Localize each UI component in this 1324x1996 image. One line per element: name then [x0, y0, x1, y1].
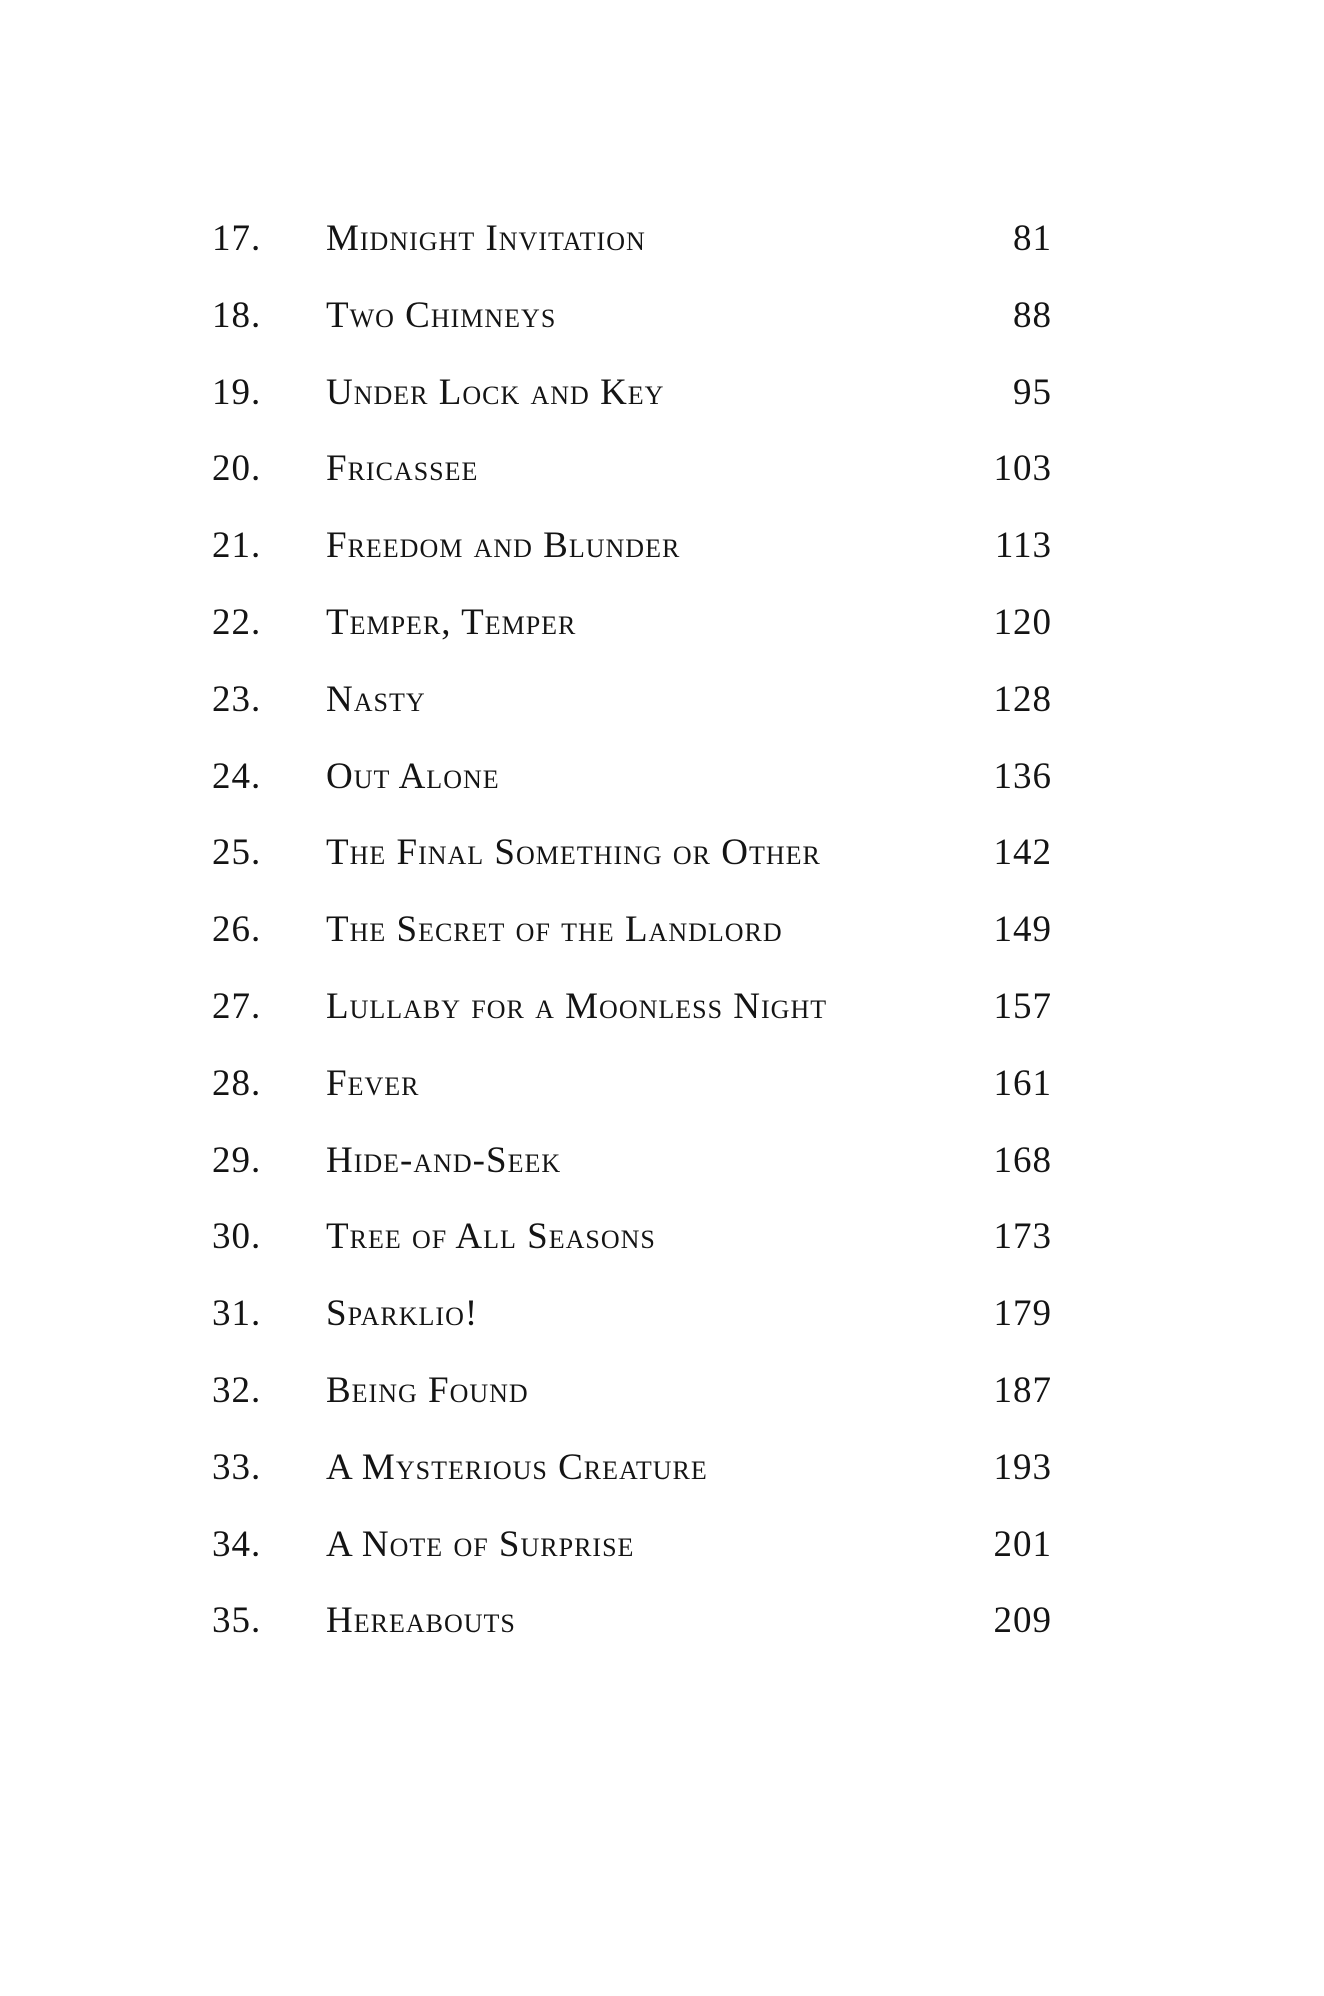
chapter-title: A Mysterious Creature — [326, 1446, 708, 1488]
chapter-title: Temper, Temper — [326, 601, 577, 643]
chapter-page-number: 142 — [993, 832, 1052, 874]
chapter-number: 22. — [212, 601, 262, 643]
chapter-title: Fricassee — [326, 448, 479, 490]
toc-entry: 22. Temper, Temper 120 — [212, 601, 1052, 678]
toc-entry: 26. The Secret of the Landlord 149 — [212, 908, 1052, 985]
chapter-number: 30. — [212, 1216, 262, 1258]
chapter-page-number: 161 — [993, 1062, 1052, 1104]
chapter-title: Hereabouts — [326, 1600, 516, 1642]
chapter-page-number: 179 — [993, 1293, 1052, 1335]
chapter-number: 23. — [212, 678, 262, 720]
chapter-title: The Final Something or Other — [326, 832, 821, 874]
toc-entry: 19. Under Lock and Key 95 — [212, 371, 1052, 448]
toc-entry: 32. Being Found 187 — [212, 1369, 1052, 1446]
toc-entry: 31. Sparklio! 179 — [212, 1292, 1052, 1369]
chapter-page-number: 173 — [993, 1216, 1052, 1258]
chapter-number: 33. — [212, 1446, 262, 1488]
chapter-page-number: 120 — [993, 601, 1052, 643]
chapter-title: Midnight Invitation — [326, 218, 646, 259]
toc-entry: 17. Midnight Invitation 81 — [212, 217, 1052, 294]
chapter-title: A Note of Surprise — [326, 1523, 635, 1565]
chapter-page-number: 136 — [993, 755, 1052, 797]
chapter-number: 34. — [212, 1523, 262, 1565]
chapter-title: Two Chimneys — [326, 294, 557, 336]
chapter-title: Tree of All Seasons — [326, 1216, 656, 1258]
chapter-number: 28. — [212, 1062, 262, 1104]
chapter-number: 19. — [212, 371, 262, 413]
toc-entry: 35. Hereabouts 209 — [212, 1599, 1052, 1676]
chapter-title: Nasty — [326, 678, 426, 720]
toc-entry: 27. Lullaby for a Moonless Night 157 — [212, 985, 1052, 1062]
chapter-number: 20. — [212, 448, 262, 490]
chapter-title: Hide-and-Seek — [326, 1139, 562, 1181]
chapter-page-number: 95 — [1013, 371, 1052, 413]
chapter-page-number: 149 — [993, 909, 1052, 951]
toc-entry: 20. Fricassee 103 — [212, 447, 1052, 524]
chapter-number: 31. — [212, 1293, 262, 1335]
chapter-title: Being Found — [326, 1369, 529, 1411]
toc-entry: 18. Two Chimneys 88 — [212, 294, 1052, 371]
chapter-page-number: 157 — [993, 985, 1052, 1027]
chapter-page-number: 187 — [993, 1369, 1052, 1411]
toc-entry: 23. Nasty 128 — [212, 678, 1052, 755]
chapter-page-number: 209 — [993, 1600, 1052, 1642]
toc-entry: 33. A Mysterious Creature 193 — [212, 1446, 1052, 1523]
chapter-page-number: 128 — [993, 678, 1052, 720]
chapter-page-number: 88 — [1013, 294, 1052, 336]
chapter-number: 27. — [212, 985, 262, 1027]
chapter-number: 21. — [212, 525, 262, 567]
chapter-page-number: 193 — [993, 1446, 1052, 1488]
chapter-number: 29. — [212, 1139, 262, 1181]
chapter-number: 35. — [212, 1600, 262, 1642]
toc-entry: 21. Freedom and Blunder 113 — [212, 524, 1052, 601]
chapter-title: Freedom and Blunder — [326, 525, 681, 567]
toc-entry: 24. Out Alone 136 — [212, 755, 1052, 832]
chapter-number: 32. — [212, 1369, 262, 1411]
chapter-title: Fever — [326, 1062, 420, 1104]
chapter-page-number: 201 — [993, 1523, 1052, 1565]
chapter-number: 18. — [212, 294, 262, 336]
toc-entry: 30. Tree of All Seasons 173 — [212, 1215, 1052, 1292]
chapter-number: 26. — [212, 909, 262, 951]
toc-entry: 28. Fever 161 — [212, 1062, 1052, 1139]
chapter-title: Sparklio! — [326, 1293, 479, 1335]
chapter-title: Out Alone — [326, 755, 500, 797]
toc-list: 17. Midnight Invitation 81 18. Two Chimn… — [212, 217, 1052, 1676]
chapter-page-number: 168 — [993, 1139, 1052, 1181]
chapter-title: Lullaby for a Moonless Night — [326, 985, 828, 1027]
chapter-page-number: 103 — [993, 448, 1052, 490]
chapter-title: Under Lock and Key — [326, 371, 665, 413]
toc-entry: 34. A Note of Surprise 201 — [212, 1523, 1052, 1600]
chapter-number: 17. — [212, 218, 262, 259]
chapter-page-number: 81 — [1013, 218, 1052, 259]
chapter-page-number: 113 — [994, 525, 1052, 567]
chapter-number: 24. — [212, 755, 262, 797]
toc-entry: 29. Hide-and-Seek 168 — [212, 1139, 1052, 1216]
chapter-title: The Secret of the Landlord — [326, 909, 783, 951]
chapter-number: 25. — [212, 832, 262, 874]
toc-entry: 25. The Final Something or Other 142 — [212, 831, 1052, 908]
